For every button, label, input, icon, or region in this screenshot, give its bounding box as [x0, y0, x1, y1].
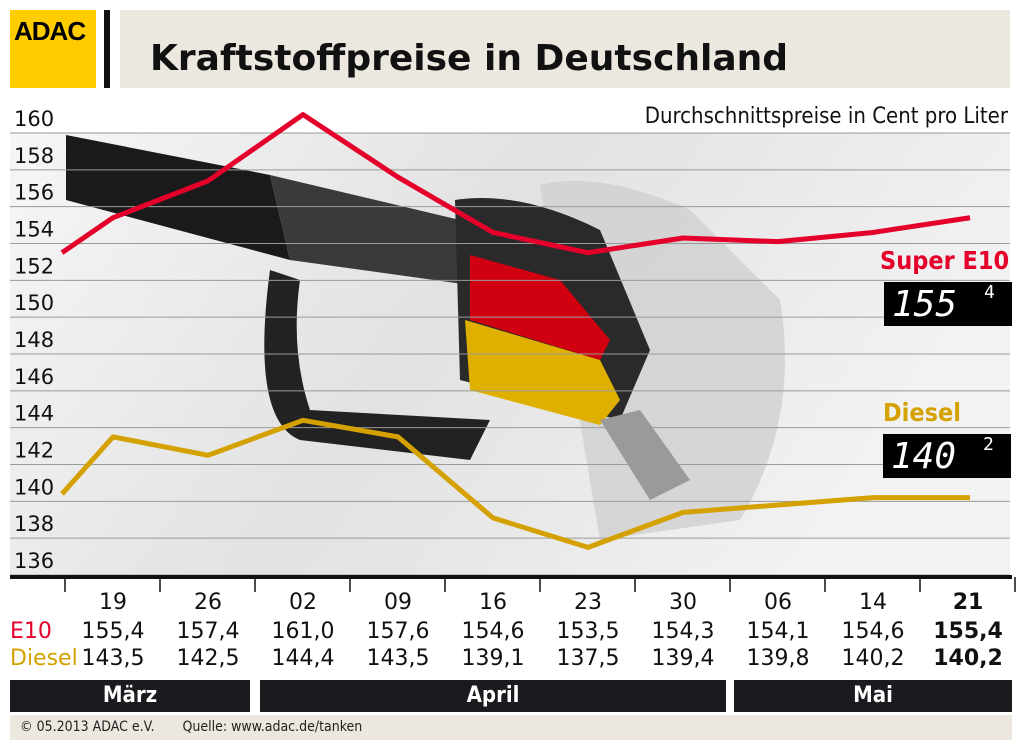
value-label: 154,3 — [652, 619, 715, 644]
value-label: 140,2 — [842, 646, 905, 671]
y-tick-label: 136 — [14, 549, 54, 573]
legend-diesel: Diesel — [883, 398, 961, 427]
value-label: 154,6 — [842, 619, 905, 644]
y-tick-label: 144 — [14, 402, 54, 426]
x-tick-label: 02 — [289, 590, 317, 615]
row-label-e10: E10 — [10, 619, 52, 644]
x-tick-label: 19 — [99, 590, 127, 615]
y-tick-label: 142 — [14, 439, 54, 463]
title-bar — [120, 10, 1010, 88]
y-tick-label: 138 — [14, 512, 54, 536]
y-tick-label: 154 — [14, 218, 54, 242]
y-tick-label: 152 — [14, 254, 54, 278]
y-tick-label: 150 — [14, 291, 54, 315]
legend-e10: Super E10 — [880, 246, 1010, 275]
value-label: 139,4 — [652, 646, 715, 671]
x-tick-label: 06 — [764, 590, 792, 615]
x-tick-label: 14 — [859, 590, 887, 615]
e10-price-display: 155 4 — [884, 282, 1012, 326]
fuel-nozzle-image — [66, 135, 785, 540]
footer: © 05.2013 ADAC e.V. Quelle: www.adac.de/… — [10, 715, 1012, 740]
value-label: 142,5 — [177, 646, 240, 671]
value-label: 155,4 — [933, 619, 1003, 644]
value-label: 154,6 — [462, 619, 525, 644]
value-label: 157,4 — [177, 619, 240, 644]
adac-logo: ADAC — [10, 10, 96, 88]
value-label: 139,1 — [462, 646, 525, 671]
x-tick-label: 21 — [953, 590, 984, 615]
month-maerz: März — [10, 680, 250, 712]
value-label: 137,5 — [557, 646, 620, 671]
copyright: © 05.2013 ADAC e.V. — [20, 719, 155, 735]
divider — [104, 10, 110, 88]
y-tick-label: 158 — [14, 144, 54, 168]
diesel-price-display: 140 2 — [883, 434, 1011, 478]
value-label: 155,4 — [82, 619, 145, 644]
value-label: 153,5 — [557, 619, 620, 644]
value-label: 144,4 — [272, 646, 335, 671]
x-tick-label: 16 — [479, 590, 507, 615]
value-label: 157,6 — [367, 619, 430, 644]
value-label: 143,5 — [82, 646, 145, 671]
x-tick-label: 30 — [669, 590, 697, 615]
x-tick-label: 23 — [574, 590, 602, 615]
chart-subtitle: Durchschnittspreise in Cent pro Liter — [644, 104, 1008, 129]
value-label: 139,8 — [747, 646, 810, 671]
month-april: April — [260, 680, 726, 712]
value-label: 143,5 — [367, 646, 430, 671]
x-tick-label: 26 — [194, 590, 222, 615]
y-tick-label: 160 — [14, 107, 54, 131]
y-tick-label: 146 — [14, 365, 54, 389]
x-tick-label: 09 — [384, 590, 412, 615]
month-mai: Mai — [734, 680, 1012, 712]
y-tick-label: 148 — [14, 328, 54, 352]
y-tick-label: 156 — [14, 181, 54, 205]
value-label: 154,1 — [747, 619, 810, 644]
value-label: 161,0 — [272, 619, 335, 644]
source: Quelle: www.adac.de/tanken — [182, 719, 363, 735]
row-label-diesel: Diesel — [10, 646, 78, 671]
value-label: 140,2 — [933, 646, 1003, 671]
y-tick-label: 140 — [14, 475, 54, 499]
page-title: Kraftstoffpreise in Deutschland — [150, 38, 789, 79]
